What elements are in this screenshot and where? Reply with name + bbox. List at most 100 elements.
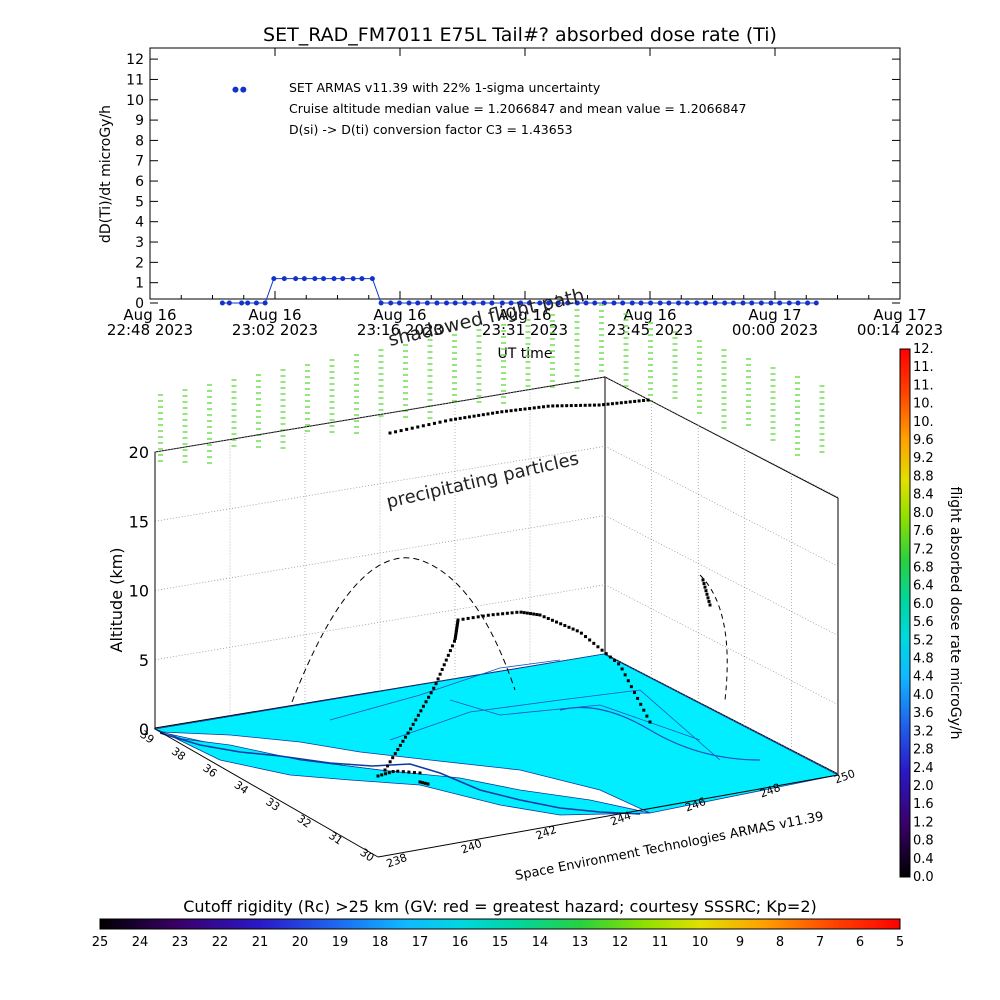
track-point — [579, 403, 583, 407]
track-point — [615, 401, 619, 405]
data-point — [583, 300, 589, 306]
track-point — [466, 616, 470, 620]
track-point — [455, 626, 459, 630]
x-tick-label-date: Aug 16 — [623, 306, 676, 324]
x-axis-label: UT time — [498, 346, 553, 362]
track-point — [461, 617, 465, 621]
track-point — [486, 412, 490, 416]
colorbar-right-tick-label: 4.0 — [913, 688, 934, 703]
data-point — [471, 300, 477, 306]
track-point — [592, 641, 596, 645]
track-point — [637, 399, 641, 403]
y-tick-label: 1 — [135, 276, 144, 292]
track-point — [455, 624, 459, 628]
data-point — [489, 300, 495, 306]
colorbar-right-tick-label: 7.2 — [913, 542, 934, 557]
data-point — [499, 300, 505, 306]
y-axis-label: dD(Ti)/dt microGy/h — [98, 105, 114, 243]
altitude-tick-label: 0 — [139, 720, 149, 739]
track-point — [449, 418, 453, 422]
data-point — [795, 300, 801, 306]
data-point — [526, 300, 532, 306]
x-tick-label-date: Aug 16 — [248, 306, 301, 324]
track-point — [636, 696, 640, 700]
track-point — [645, 714, 649, 718]
track-point — [491, 411, 495, 415]
track-point — [606, 402, 610, 406]
altitude-tick-label: 5 — [139, 651, 149, 670]
track-point — [476, 615, 480, 619]
colorbar-right-tick-label: 0.4 — [913, 852, 934, 867]
colorbar-right-tick-label: 0.8 — [913, 834, 934, 849]
data-point — [271, 276, 277, 282]
track-point — [623, 673, 627, 677]
altitude-tick-label: 20 — [129, 443, 149, 462]
track-point — [704, 589, 708, 593]
data-point — [730, 300, 736, 306]
data-point — [359, 276, 365, 282]
y-tick-label: 12 — [126, 52, 144, 68]
data-point — [350, 276, 356, 282]
data-point — [611, 300, 617, 306]
track-point — [608, 655, 612, 659]
altitude-tick-label: 15 — [129, 512, 149, 531]
x-tick-label-date: Aug 17 — [873, 306, 926, 324]
data-point — [321, 276, 327, 282]
track-point — [525, 611, 529, 615]
track-point — [481, 614, 485, 618]
altitude-tick-label: 10 — [129, 582, 149, 601]
lat-axis-line — [154, 728, 379, 858]
track-point — [496, 612, 500, 616]
colorbar-right-tick-label: 1.2 — [913, 815, 934, 830]
y-tick-label: 11 — [126, 72, 144, 88]
track-point — [510, 611, 514, 615]
track-point — [532, 612, 536, 616]
track-point — [703, 585, 707, 589]
colorbar-right-tick-label: 11. — [913, 378, 934, 393]
data-point — [620, 300, 626, 306]
track-point — [639, 702, 643, 706]
track-point — [452, 639, 456, 643]
latitude-tick-label: 32 — [295, 812, 314, 831]
data-point — [777, 300, 783, 306]
track-point — [432, 421, 436, 425]
track-point — [442, 663, 446, 667]
colorbar-right-tick-label: 2.8 — [913, 743, 934, 758]
data-point — [415, 300, 421, 306]
track-point — [421, 424, 425, 428]
track-point — [423, 781, 427, 785]
track-point — [376, 774, 380, 778]
track-point — [453, 636, 457, 640]
track-point — [455, 622, 459, 626]
track-point — [444, 658, 448, 662]
y-tick-label: 0 — [135, 296, 144, 312]
track-point — [418, 780, 422, 784]
track-point — [418, 771, 422, 775]
x-tick-label-date: Aug 17 — [748, 306, 801, 324]
track-point — [434, 682, 438, 686]
data-point — [740, 300, 746, 306]
y-tick-label: 10 — [126, 93, 144, 109]
track-point — [412, 771, 416, 775]
colorbar-right-tick-label: 9.2 — [913, 451, 934, 466]
track-point — [427, 695, 431, 699]
track-point — [401, 770, 405, 774]
longitude-tick-label: 238 — [385, 851, 409, 870]
longitude-tick-label: 240 — [459, 837, 483, 856]
track-point — [429, 691, 433, 695]
colorbar-bottom-tick-label: 5 — [896, 935, 904, 950]
track-point — [597, 403, 601, 407]
track-point — [701, 578, 705, 582]
colorbar-right-tick-label: 8.4 — [913, 488, 934, 503]
colorbar-bottom-tick-label: 24 — [132, 935, 149, 950]
data-point — [638, 300, 644, 306]
track-point — [456, 618, 460, 622]
track-point — [458, 416, 462, 420]
track-point — [471, 616, 475, 620]
track-point — [624, 400, 628, 404]
colorbar-bottom-tick-label: 12 — [612, 935, 629, 950]
colorbar-right-label: flight absorbed dose rate microGy/h — [947, 487, 963, 740]
colorbar-bottom-tick-label: 16 — [452, 935, 469, 950]
data-point — [262, 300, 268, 306]
state-border-2 — [389, 689, 721, 761]
